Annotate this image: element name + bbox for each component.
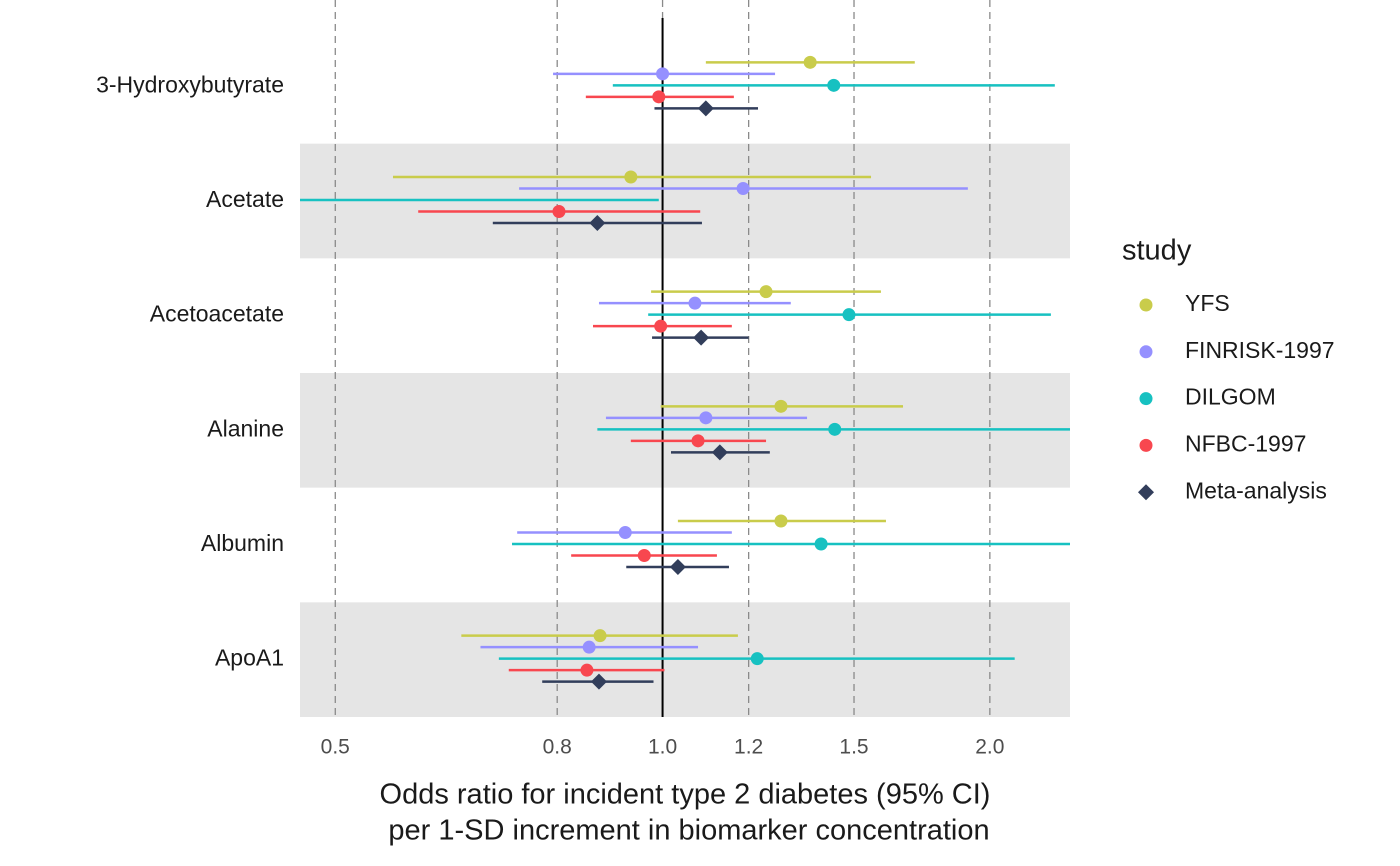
point [637,549,651,562]
point [774,399,788,413]
point [814,537,828,551]
y-tick-label: 3-Hydroxybutyrate [96,71,284,97]
point [699,411,713,425]
legend-label: DILGOM [1185,384,1276,410]
point [827,78,841,92]
point [736,182,750,195]
point [774,514,788,528]
point [1139,392,1153,406]
point [1138,484,1154,501]
point [828,422,842,436]
point [656,67,670,81]
x-axis-title: Odds ratio for incident type 2 diabetes … [380,779,991,811]
point [759,285,773,299]
point [593,629,607,643]
point [1139,438,1153,452]
legend-label: NFBC-1997 [1185,430,1306,456]
y-tick-label: Acetate [206,186,284,212]
point [618,526,632,539]
y-tick-label: Acetoacetate [150,301,284,327]
legend-title: study [1122,235,1192,267]
point [624,170,638,184]
point [691,434,705,448]
point [711,444,728,461]
x-tick-label: 1.2 [734,736,763,759]
point [552,205,566,218]
x-tick-label: 0.8 [543,736,572,759]
point [590,673,607,690]
point [693,329,710,346]
y-tick-label: Albumin [201,530,284,556]
x-tick-label: 0.5 [321,736,350,759]
legend-label: Meta-analysis [1185,477,1327,503]
x-tick-label: 1.0 [648,736,677,759]
y-tick-label: ApoA1 [215,645,284,671]
point [669,559,686,575]
point [688,296,702,310]
x-tick-label: 1.5 [839,736,868,759]
legend-label: YFS [1185,290,1230,316]
x-tick-label: 2.0 [975,736,1004,759]
point [589,215,606,231]
y-tick-label: Alanine [207,415,284,441]
point [842,308,856,322]
point [654,319,668,333]
point [1139,298,1153,312]
point [750,652,764,666]
legend-label: FINRISK-1997 [1185,337,1335,363]
x-axis-title: per 1-SD increment in biomarker concentr… [380,815,989,847]
point [582,640,596,654]
point [1139,345,1153,359]
point [697,100,714,117]
point [803,55,817,69]
point [652,90,666,104]
point [580,663,594,677]
